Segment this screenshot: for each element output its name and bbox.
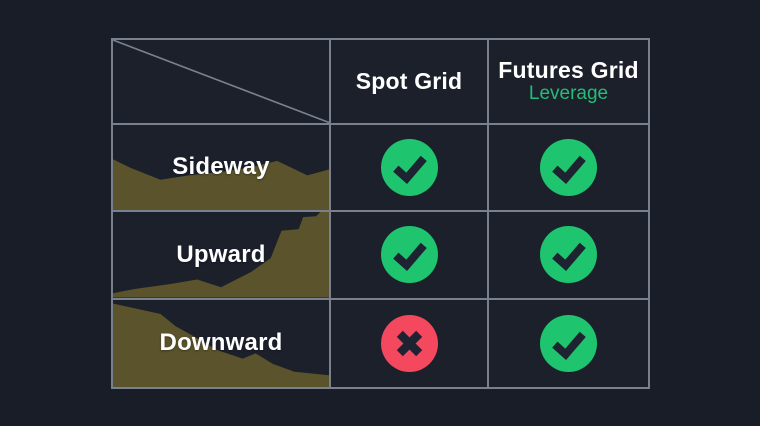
column-header-futures-grid: Futures Grid Leverage xyxy=(489,40,648,123)
comparison-table: Spot Grid Futures Grid Leverage Sideway xyxy=(111,38,650,389)
leverage-sublabel: Leverage xyxy=(528,82,609,104)
check-circle-icon xyxy=(540,226,597,284)
row-label: Sideway xyxy=(172,153,270,181)
check-circle-icon xyxy=(540,138,597,196)
status-upward-futures-grid xyxy=(489,212,648,298)
status-sideway-futures-grid xyxy=(489,124,648,210)
upward-trend-chart xyxy=(113,212,329,298)
corner-cell xyxy=(113,40,329,123)
column-header-spot-grid: Spot Grid xyxy=(331,40,487,123)
diagonal-divider xyxy=(113,40,329,123)
row-label: Downward xyxy=(159,329,283,357)
row-header-upward: Upward xyxy=(113,212,329,298)
row-label: Upward xyxy=(176,240,266,268)
status-upward-spot-grid xyxy=(331,212,487,298)
sideway-trend-chart xyxy=(113,158,329,210)
check-circle-icon xyxy=(540,314,597,372)
check-circle-icon xyxy=(380,226,438,284)
spot-grid-header-label: Spot Grid xyxy=(355,67,463,94)
cross-circle-icon xyxy=(380,314,438,372)
status-downward-spot-grid xyxy=(331,299,487,387)
downward-trend-chart xyxy=(113,303,329,387)
futures-grid-header-label: Futures Grid xyxy=(498,56,639,83)
status-downward-futures-grid xyxy=(489,299,648,387)
check-circle-icon xyxy=(380,138,438,196)
row-header-sideway: Sideway xyxy=(113,124,329,210)
status-sideway-spot-grid xyxy=(331,124,487,210)
row-header-downward: Downward xyxy=(113,299,329,387)
